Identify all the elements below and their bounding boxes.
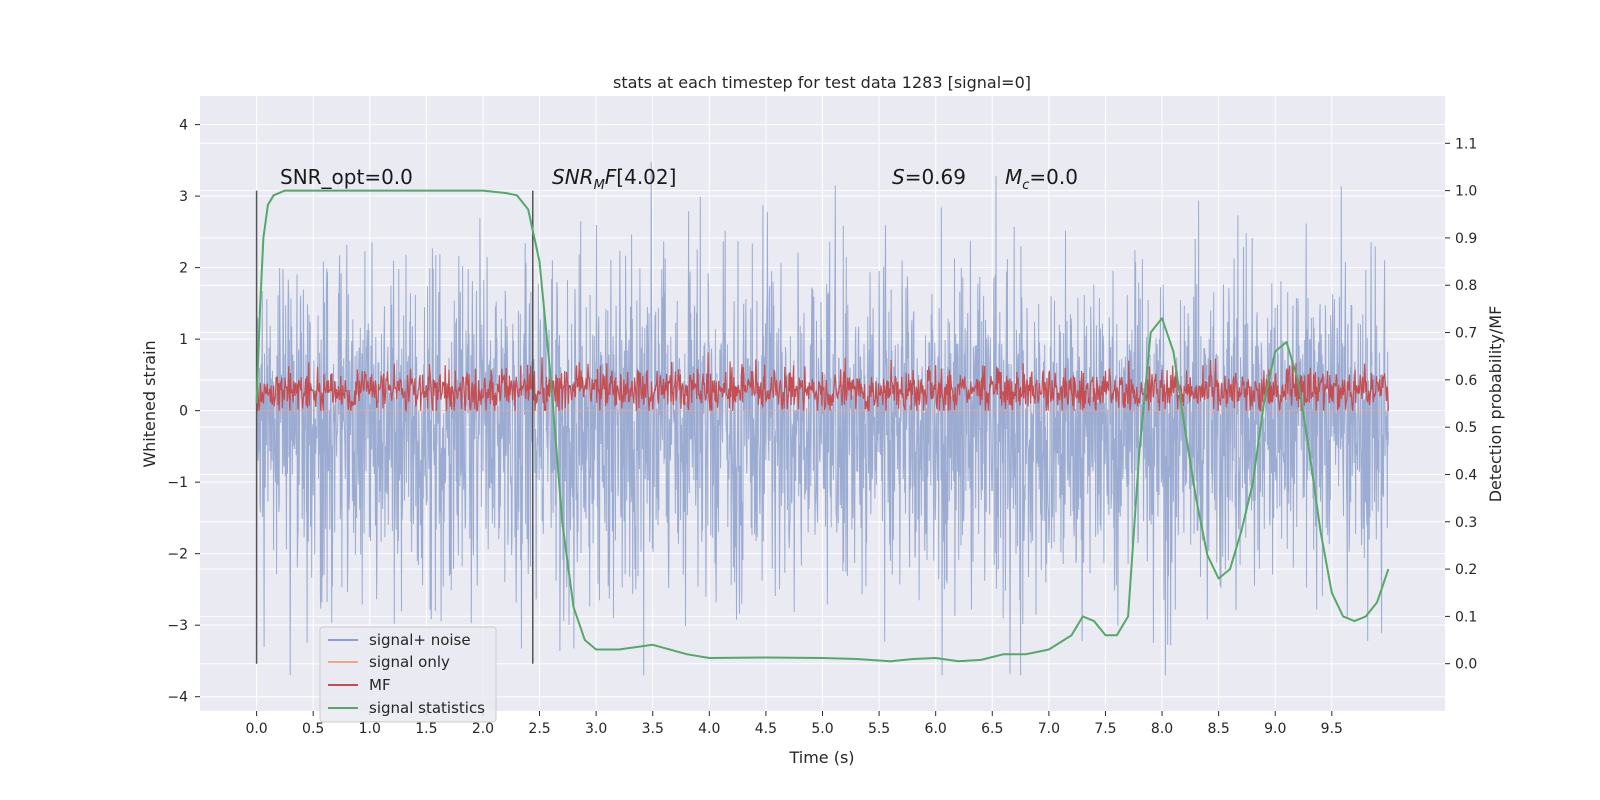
y-tick-label: 3 [179, 189, 188, 205]
annotation-mc: Mc=0.0 [1005, 165, 1078, 193]
y-tick-label: 0 [179, 404, 188, 420]
mf-layer [256, 352, 1389, 413]
legend: signal+ noise signal only MF signal stat… [319, 626, 497, 723]
y2-axis-label: Detection probability/MF [1486, 306, 1505, 503]
y-axis-ticks: 4 3 2 1 0 −1 −2 −3 −4 [167, 118, 200, 706]
y-tick-label: −2 [167, 547, 188, 563]
y2-tick-label: 0.5 [1455, 420, 1477, 436]
annotation-snr-opt: SNR_opt=0.0 [280, 165, 413, 189]
stats-layer [255, 189, 1390, 663]
series-mf [256, 352, 1389, 413]
x-tick-label: 0.0 [245, 721, 267, 737]
y2-tick-label: 1.1 [1455, 136, 1477, 152]
x-tick-label: 7.5 [1094, 721, 1116, 737]
y-tick-label: −3 [167, 618, 188, 634]
x-axis-ticks: 0.0 0.5 1.0 1.5 2.0 2.5 3.0 3.5 4.0 4.5 5.0 5.5 6.0 6… [245, 711, 1343, 737]
y-tick-label: −1 [167, 475, 188, 491]
y-tick-label: 2 [179, 261, 188, 277]
y2-tick-label: 0.1 [1455, 609, 1477, 625]
legend-label-mf: MF [369, 676, 391, 694]
annotation-snr-mf-value: [4.02] [616, 165, 676, 189]
chart-title: stats at each timestep for test data 128… [613, 73, 1031, 92]
legend-label-signal-noise: signal+ noise [369, 631, 471, 649]
x-tick-label: 1.5 [415, 721, 437, 737]
x-tick-label: 8.0 [1151, 721, 1173, 737]
x-tick-label: 2.5 [528, 721, 550, 737]
y2-tick-label: 1.0 [1455, 184, 1477, 200]
x-tick-label: 3.0 [585, 721, 607, 737]
y2-tick-label: 0.3 [1455, 515, 1477, 531]
legend-box [319, 626, 497, 723]
y2-tick-label: 0.4 [1455, 467, 1477, 483]
x-tick-label: 6.5 [981, 721, 1003, 737]
x-axis-label: Time (s) [788, 748, 854, 767]
x-tick-label: 5.5 [868, 721, 890, 737]
y-tick-label: 4 [179, 118, 188, 134]
y2-tick-label: 0.0 [1455, 657, 1477, 673]
y-axis-label: Whitened strain [140, 340, 159, 467]
x-tick-label: 5.0 [811, 721, 833, 737]
y2-tick-label: 0.8 [1455, 278, 1477, 294]
annotation-snr-mf: SNRMF[4.02] [552, 165, 676, 193]
x-tick-label: 0.5 [302, 721, 324, 737]
x-tick-label: 4.5 [755, 721, 777, 737]
annotation-s: S=0.69 [892, 165, 966, 189]
y2-tick-label: 0.2 [1455, 562, 1477, 578]
x-tick-label: 2.0 [472, 721, 494, 737]
x-tick-label: 8.5 [1208, 721, 1230, 737]
legend-label-signal-only: signal only [369, 653, 450, 671]
x-tick-label: 3.5 [642, 721, 664, 737]
y-tick-label: 1 [179, 332, 188, 348]
x-tick-label: 6.0 [925, 721, 947, 737]
x-tick-label: 9.5 [1321, 721, 1343, 737]
y2-axis-ticks: 1.1 1.0 0.9 0.8 0.7 0.6 0.5 0.4 0.3 0.2 0.1 0.0 [1445, 136, 1477, 673]
annotation-s-value: =0.69 [905, 165, 966, 189]
x-tick-label: 9.0 [1264, 721, 1286, 737]
annotation-mc-value: =0.0 [1029, 165, 1078, 189]
segment-markers [255, 190, 534, 664]
y2-tick-label: 0.7 [1455, 326, 1477, 342]
x-tick-label: 7.0 [1038, 721, 1060, 737]
x-tick-label: 1.0 [359, 721, 381, 737]
x-tick-label: 4.0 [698, 721, 720, 737]
y2-tick-label: 0.6 [1455, 373, 1477, 389]
y-tick-label: −4 [167, 690, 188, 706]
series-signal-statistics [255, 189, 1390, 663]
y2-tick-label: 0.9 [1455, 231, 1477, 247]
legend-label-signal-statistics: signal statistics [369, 699, 485, 717]
